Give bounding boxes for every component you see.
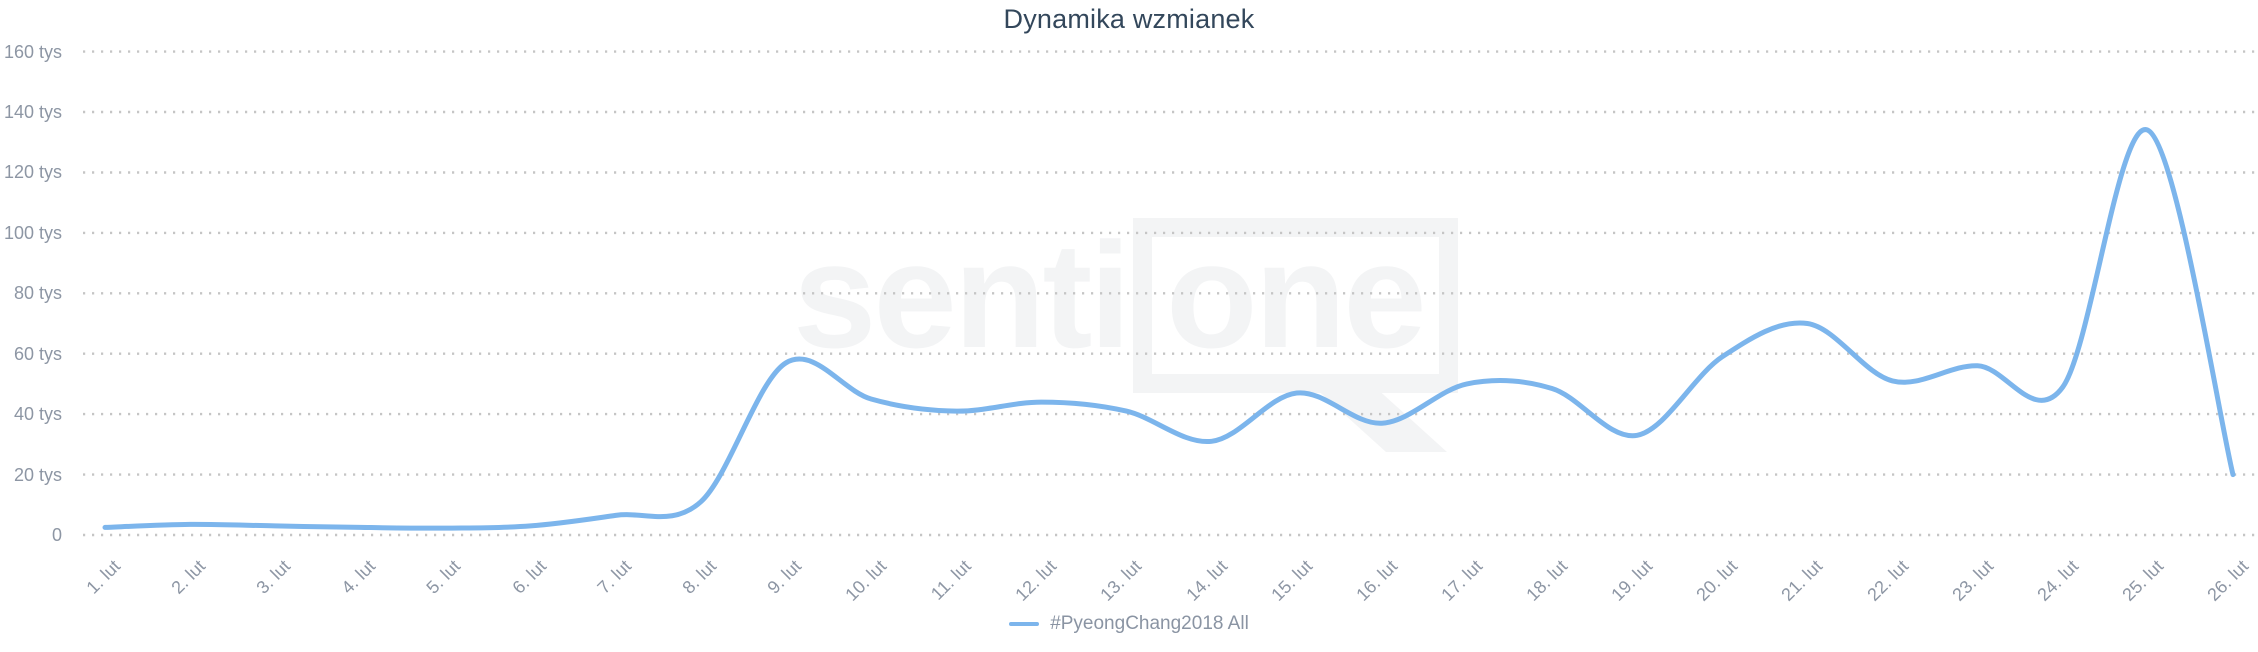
legend-item-pyeongchang2018-all[interactable]: #PyeongChang2018 All — [0, 610, 2258, 638]
y-tick-label: 0 — [51, 525, 62, 545]
legend-label: #PyeongChang2018 All — [1050, 613, 1249, 634]
watermark-text-one: one — [1166, 211, 1424, 379]
chart-title: Dynamika wzmianek — [1003, 4, 1255, 34]
y-tick-label: 100 tys — [3, 223, 62, 243]
series-line-pyeongchang2018-all[interactable] — [102, 127, 2236, 531]
watermark-bubble-tail — [1313, 386, 1447, 452]
y-tick-label: 40 tys — [13, 404, 62, 424]
y-tick-label: 160 tys — [3, 42, 62, 62]
y-tick-label: 120 tys — [3, 162, 62, 182]
sentione-watermark: senti one — [793, 211, 1458, 452]
watermark-bubble-frame — [1133, 218, 1458, 393]
y-tick-label: 60 tys — [13, 344, 62, 364]
y-tick-label: 80 tys — [13, 283, 62, 303]
y-tick-label: 20 tys — [13, 465, 62, 485]
y-tick-label: 140 tys — [3, 102, 62, 122]
watermark-text-senti: senti — [793, 211, 1128, 379]
legend-line-marker — [1009, 622, 1040, 626]
